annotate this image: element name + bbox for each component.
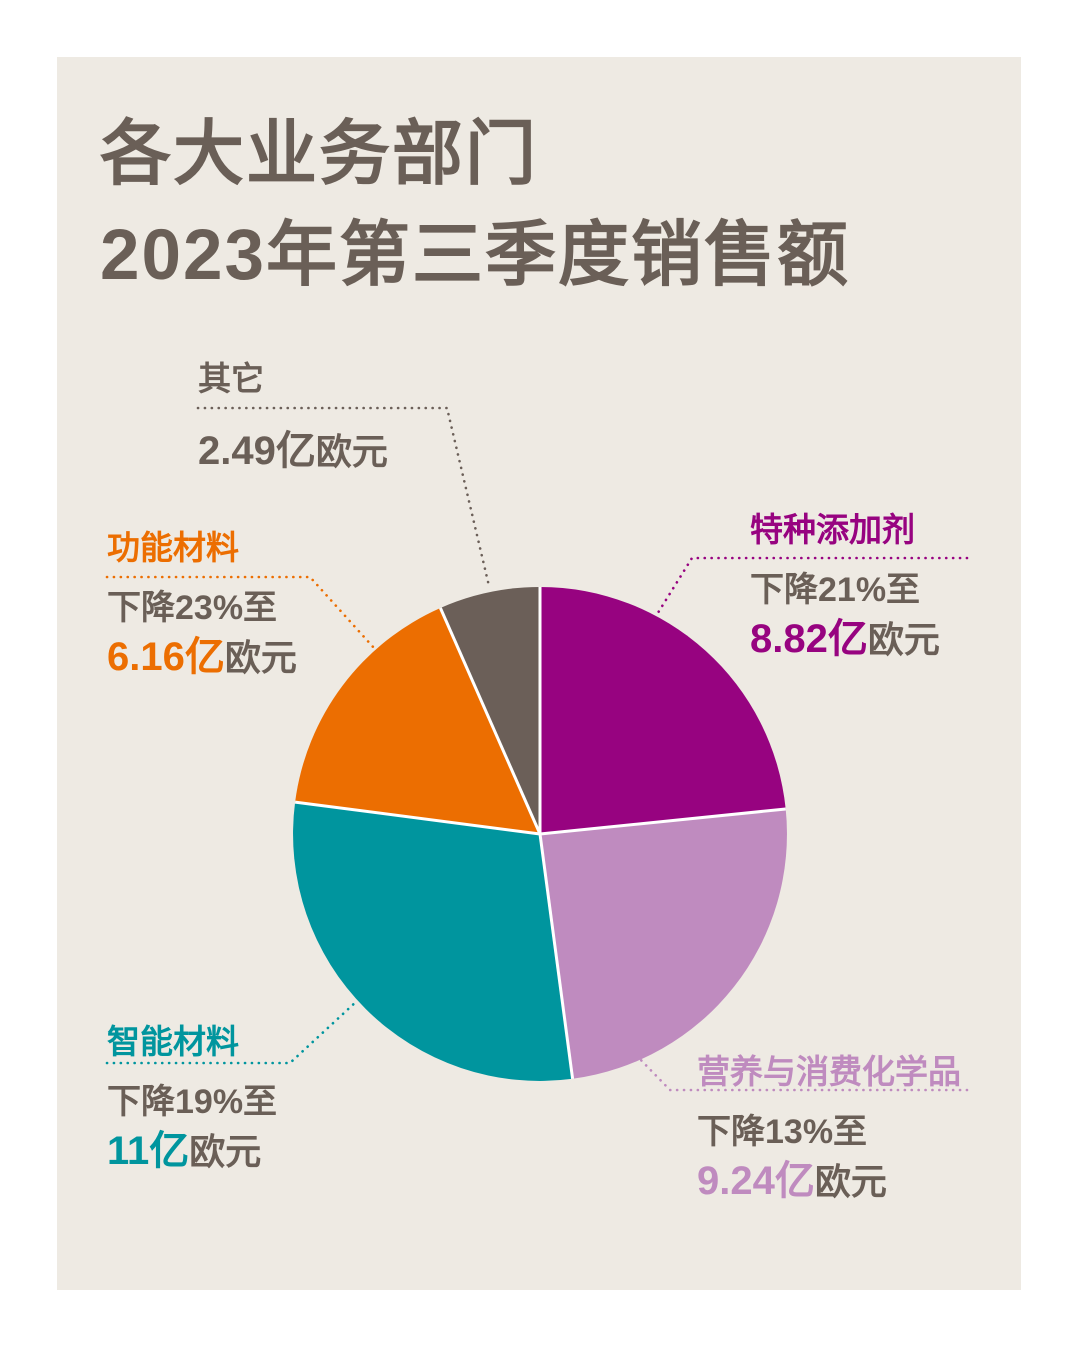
value-number-specialty-additives: 8.82亿 bbox=[750, 617, 868, 661]
value-number-nutrition-consumer-chemicals: 9.24亿 bbox=[697, 1159, 815, 1203]
label-block-functional-materials: 功能材料 下降23%至 6.16亿欧元 bbox=[107, 529, 297, 681]
value-unit-specialty-additives: 欧元 bbox=[867, 619, 940, 660]
page-title: 各大业务部门 2023年第三季度销售额 bbox=[100, 104, 850, 306]
label-block-nutrition-consumer-chemicals: 营养与消费化学品 下降13%至 9.24亿欧元 bbox=[697, 1053, 961, 1205]
label-block-other: 其它 2.49亿欧元 bbox=[198, 360, 388, 475]
pie-slice-functional-materials bbox=[295, 608, 540, 834]
value-line-nutrition-consumer-chemicals: 9.24亿欧元 bbox=[697, 1158, 961, 1205]
value-line-functional-materials: 6.16亿欧元 bbox=[107, 634, 297, 681]
value-line-other: 2.49亿欧元 bbox=[198, 428, 388, 475]
category-name-other: 其它 bbox=[198, 360, 264, 397]
leader-line-specialty-additives bbox=[654, 556, 969, 618]
value-number-smart-materials: 11亿 bbox=[107, 1129, 190, 1173]
leader-line-smart-materials bbox=[105, 998, 360, 1065]
value-unit-nutrition-consumer-chemicals: 欧元 bbox=[814, 1161, 887, 1202]
page-title-line2: 2023年第三季度销售额 bbox=[100, 216, 850, 295]
category-name-functional-materials: 功能材料 bbox=[107, 529, 239, 566]
category-name-specialty-additives: 特种添加剂 bbox=[750, 511, 915, 548]
pie-slice-nutrition-consumer-chemicals bbox=[540, 809, 787, 1079]
slice-separator bbox=[538, 833, 575, 1079]
category-name-smart-materials: 智能材料 bbox=[107, 1023, 239, 1060]
leader-line-nutrition-consumer-chemicals bbox=[635, 1054, 969, 1092]
value-unit-functional-materials: 欧元 bbox=[224, 637, 297, 678]
pie-slice-specialty-additives bbox=[540, 587, 786, 834]
slice-separators bbox=[294, 587, 786, 1079]
slice-separator bbox=[439, 607, 542, 835]
pie-slices bbox=[293, 587, 787, 1081]
page-title-line1: 各大业务部门 bbox=[100, 115, 539, 194]
value-unit-other: 欧元 bbox=[315, 431, 388, 472]
value-number-functional-materials: 6.16亿 bbox=[107, 635, 225, 679]
value-line-specialty-additives: 8.82亿欧元 bbox=[750, 616, 940, 663]
change-text-nutrition-consumer-chemicals: 下降13%至 bbox=[697, 1113, 868, 1151]
slice-separator bbox=[294, 800, 541, 836]
value-line-smart-materials: 11亿欧元 bbox=[107, 1128, 277, 1175]
change-text-functional-materials: 下降23%至 bbox=[107, 589, 278, 627]
leader-line-other bbox=[196, 406, 491, 588]
category-name-nutrition-consumer-chemicals: 营养与消费化学品 bbox=[697, 1053, 961, 1090]
pie-slice-smart-materials bbox=[293, 802, 573, 1081]
slice-separator bbox=[539, 807, 786, 836]
leader-lines bbox=[105, 406, 969, 1092]
value-number-other: 2.49亿 bbox=[198, 429, 316, 473]
value-unit-smart-materials: 欧元 bbox=[189, 1131, 262, 1172]
label-block-specialty-additives: 特种添加剂 下降21%至 8.82亿欧元 bbox=[750, 511, 940, 663]
label-block-smart-materials: 智能材料 下降19%至 11亿欧元 bbox=[107, 1023, 277, 1175]
change-text-specialty-additives: 下降21%至 bbox=[750, 571, 921, 609]
change-text-smart-materials: 下降19%至 bbox=[107, 1083, 278, 1121]
pie-slice-other bbox=[440, 587, 540, 834]
